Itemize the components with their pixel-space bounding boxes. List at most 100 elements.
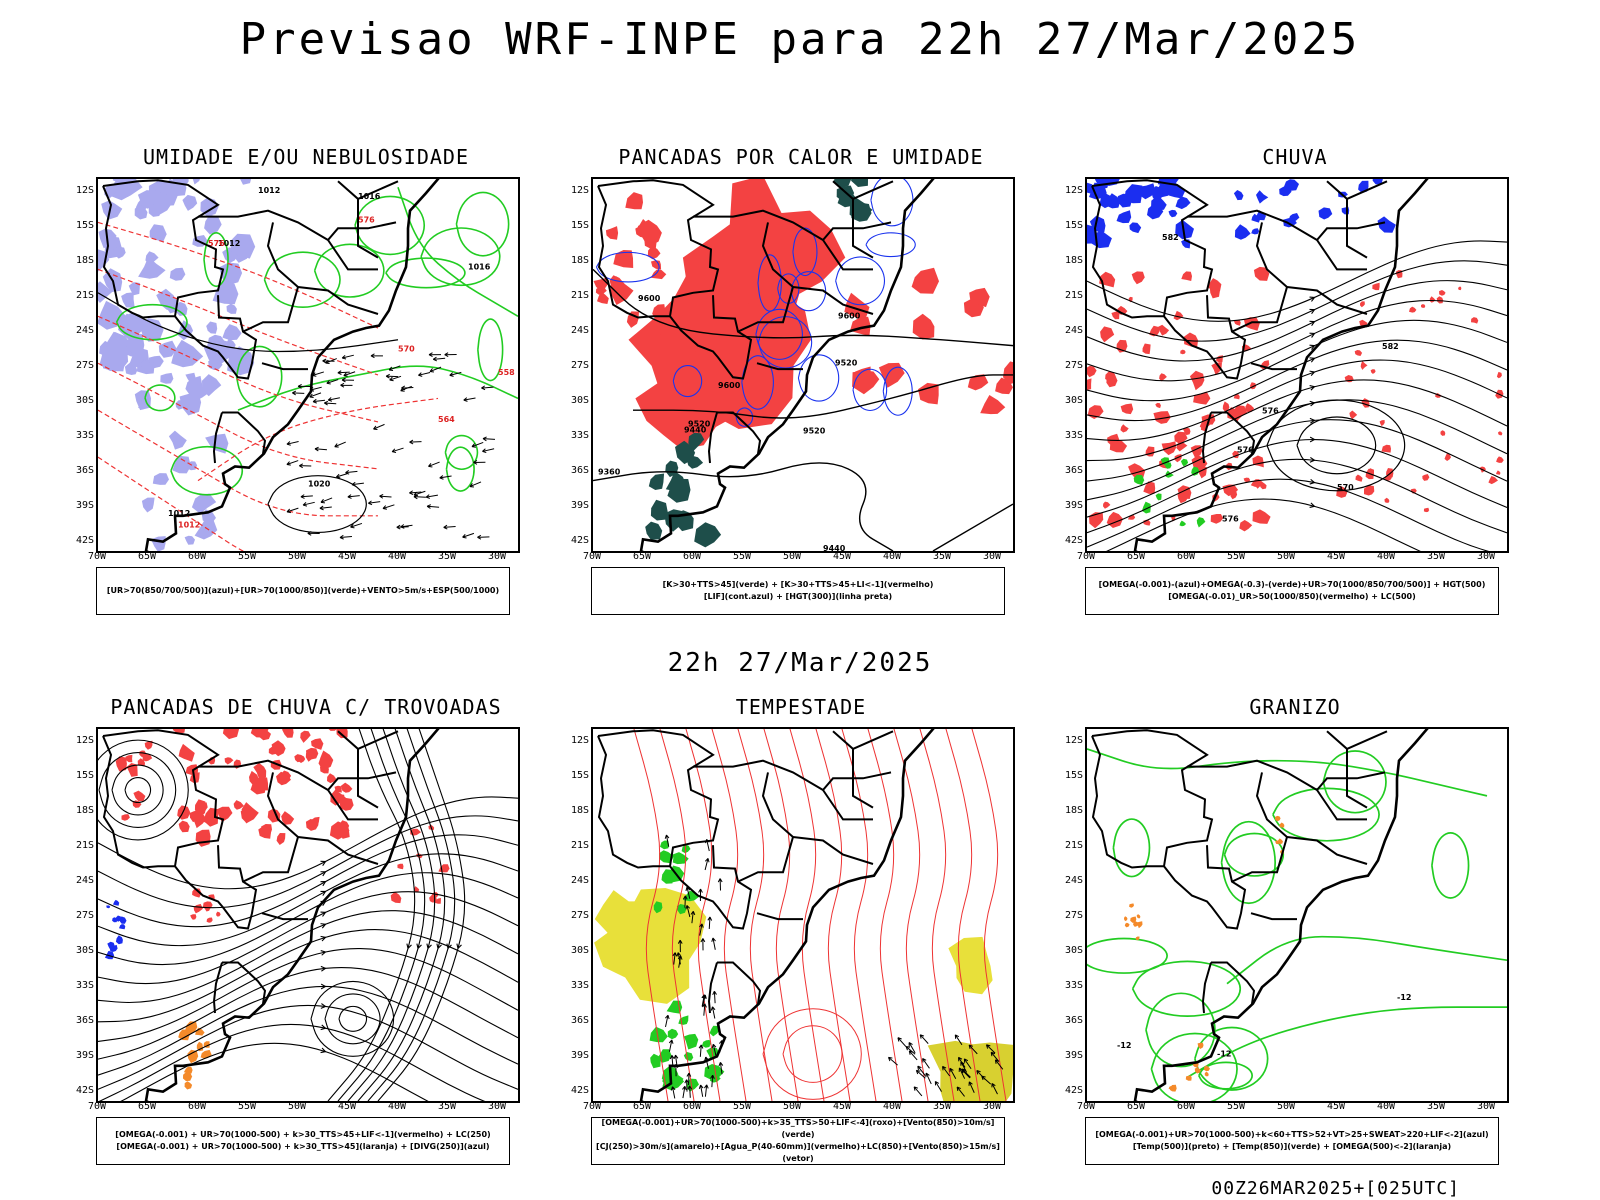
height-contour: [593, 462, 894, 551]
state-border: [297, 836, 379, 865]
humidity-upper-area: [113, 246, 126, 259]
wind-vector: [701, 994, 707, 1007]
contour-label: 576: [1237, 445, 1254, 454]
rain-area-red: [1471, 317, 1479, 324]
wind-850-area-green: [650, 1053, 661, 1069]
rain-area-red: [1107, 433, 1120, 445]
lifted-index-contour: [792, 227, 818, 277]
streamline-arrow: [1309, 308, 1316, 315]
wind-vector: [341, 377, 355, 383]
omega-area-blue: [1124, 184, 1143, 204]
thunderstorm-area-red: [193, 903, 203, 914]
contour-label: 564: [438, 415, 455, 424]
streamline-arrow: [320, 1003, 327, 1009]
omega-area-orange: [1204, 1071, 1209, 1077]
wind-vector: [340, 382, 353, 388]
rain-area-red: [1260, 360, 1270, 370]
wind-vector: [339, 534, 352, 540]
state-border: [242, 286, 299, 333]
streamline-arrow: [320, 923, 327, 929]
temp-850-contour: [1131, 960, 1242, 1017]
streamline-arrow: [1309, 370, 1316, 377]
humidity-low-contour: [455, 191, 510, 257]
streamline-vortex: [310, 980, 395, 1057]
latitude-tick-label: 39S: [1064, 1050, 1083, 1061]
humidity-low-contour: [235, 345, 283, 408]
streamline-850: [919, 729, 955, 1101]
panel-legend: [OMEGA(-0.001)+UR>70(1000-500)+k>35_TTS>…: [591, 1117, 1005, 1165]
state-border: [212, 412, 223, 464]
wind-vector: [439, 475, 452, 480]
convective-area-green: [645, 521, 663, 540]
latitude-tick-label: 30S: [1064, 945, 1083, 956]
thunderstorm-area-red: [172, 729, 185, 734]
streamline: [1087, 260, 1507, 342]
wind-850-area-green: [704, 1064, 725, 1081]
map-canvas: -12 -12 -12: [1087, 729, 1507, 1101]
wind-vector: [968, 1081, 975, 1093]
coastline: [144, 729, 440, 1101]
state-border: [822, 239, 873, 271]
longitude-tick-label: 45W: [337, 1101, 357, 1112]
latitude-tick-label: 24S: [75, 875, 94, 886]
lifted-index-contour: [865, 232, 916, 258]
thunderstorm-area-red: [192, 888, 202, 898]
latitude-tick-label: 33S: [1064, 980, 1083, 991]
wind-vector: [699, 923, 704, 936]
humidity-low-contour: [354, 195, 426, 256]
wind-vector: [426, 504, 440, 509]
state-border: [1163, 295, 1247, 380]
wind-vector: [370, 353, 383, 359]
longitude-tick-label: 55W: [732, 551, 752, 562]
legend-line: [OMEGA(-0.001) + UR>70(1000-500) + k>30_…: [115, 1130, 491, 1139]
streamline-arrow: [406, 943, 412, 950]
state-border: [297, 286, 379, 315]
state-border: [1211, 961, 1256, 1004]
latitude-tick-label: 33S: [570, 430, 589, 441]
thickness-contour: [98, 221, 379, 329]
humidity-upper-area: [134, 204, 148, 220]
omega-area-orange: [1197, 1042, 1204, 1049]
longitude-tick-label: 50W: [287, 551, 307, 562]
latitude-tick-label: 15S: [1064, 220, 1083, 231]
streamline-arrow: [1309, 436, 1316, 443]
coastline: [144, 179, 440, 551]
temp-850-contour: [1150, 1032, 1238, 1101]
wind-vector: [718, 1062, 724, 1075]
wind-vector: [934, 1080, 942, 1092]
wind-vector: [968, 1044, 978, 1055]
convective-area-red: [918, 382, 939, 405]
longitude-tick-label: 60W: [682, 1101, 702, 1112]
humidity-upper-area: [222, 324, 242, 341]
thickness-contour: [98, 456, 245, 551]
streamline-arrow: [320, 860, 327, 866]
streamline-arrow: [320, 871, 327, 877]
rain-area-red: [1183, 427, 1191, 436]
convective-area-red: [650, 269, 667, 280]
wind-vector: [326, 379, 339, 385]
wind-vector: [482, 436, 496, 442]
streamline: [98, 1004, 518, 1090]
thunderstorm-area-orange: [187, 1049, 199, 1064]
wind-vector: [350, 522, 363, 529]
latitude-tick-label: 24S: [1064, 325, 1083, 336]
latitude-tick-label: 42S: [75, 1085, 94, 1096]
latitude-tick-label: 18S: [570, 805, 589, 816]
rain-area-red: [1496, 371, 1502, 379]
latitude-tick-label: 36S: [1064, 465, 1083, 476]
temp-850-contour: [1194, 1026, 1269, 1091]
wind-vector: [481, 385, 494, 391]
wind-850-area-green: [661, 869, 675, 884]
streamline-850: [815, 729, 851, 1101]
streamline-vortex: [111, 764, 164, 816]
humidity-upper-area: [212, 280, 239, 305]
omega-area-green: [1180, 458, 1189, 467]
model-run-label: 00Z26MAR2025+[025UTC]: [1211, 1178, 1460, 1199]
wind-vector: [670, 1086, 676, 1099]
rain-area-red: [1355, 474, 1363, 482]
wind-vector: [990, 1051, 1000, 1062]
wind-vector: [314, 446, 327, 452]
streamline: [337, 729, 426, 1101]
latitude-tick-label: 36S: [75, 465, 94, 476]
thunderstorm-area-red: [281, 811, 295, 825]
